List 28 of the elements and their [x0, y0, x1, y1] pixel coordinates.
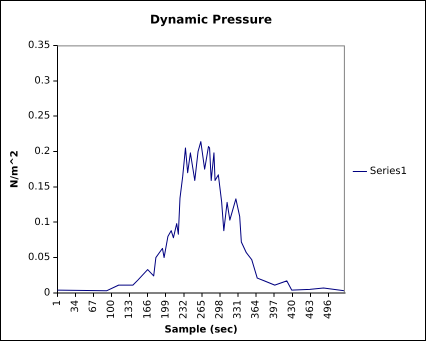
y-tick-label: 0.15 [28, 181, 50, 192]
x-tick-label: 265 [196, 300, 208, 320]
x-axis-title: Sample (sec) [164, 324, 238, 336]
x-tick-label: 67 [88, 300, 100, 313]
x-tick-label: 133 [124, 300, 136, 320]
x-tick-label: 430 [286, 300, 298, 320]
y-axis-title: N/m^2 [10, 150, 21, 188]
x-tick-label: 100 [106, 300, 118, 320]
y-tick-label: 0.3 [34, 75, 50, 86]
x-tick-label: 166 [142, 300, 154, 320]
x-tick-label: 34 [70, 300, 81, 313]
chart-title: Dynamic Pressure [150, 12, 272, 26]
y-tick-label: 0 [44, 288, 50, 299]
y-tick-label: 0.25 [28, 110, 50, 122]
y-tick-label: 0.05 [28, 252, 50, 264]
x-tick-label: 1 [52, 300, 63, 306]
x-tick-label: 331 [232, 300, 244, 320]
x-tick-label: 199 [160, 300, 172, 320]
y-tick-label: 0.35 [28, 40, 50, 51]
y-tick-label: 0.1 [34, 216, 50, 228]
x-tick-label: 364 [250, 300, 262, 320]
x-tick-label: 397 [268, 300, 280, 320]
y-tick-label: 0.2 [34, 146, 50, 158]
x-tick-label: 496 [323, 300, 334, 320]
x-tick-label: 298 [214, 300, 226, 320]
x-tick-label: 463 [304, 300, 316, 320]
legend-label: Series1 [370, 166, 408, 178]
x-tick-label: 232 [178, 300, 190, 320]
